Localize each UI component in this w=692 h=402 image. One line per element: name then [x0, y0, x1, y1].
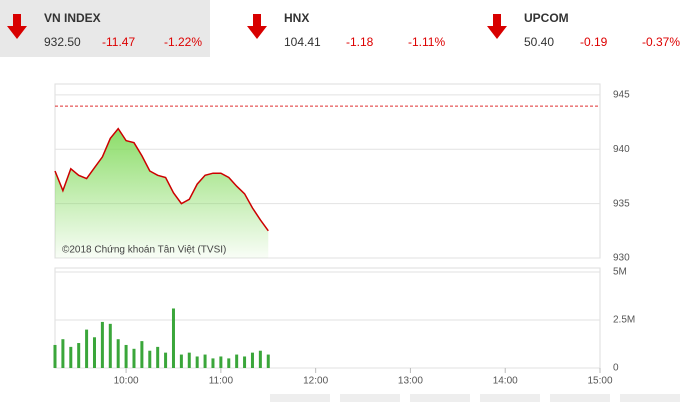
index-percent: -1.22% — [164, 35, 203, 49]
y-tick-label: 930 — [613, 253, 630, 264]
volume-bar — [219, 356, 223, 368]
chart: 930 935 940 945 ©2018 Chứng khoán Tân Việt (… — [53, 83, 680, 402]
y-tick-label: 0 — [613, 363, 619, 374]
index-change: -0.19 — [580, 35, 608, 49]
y-tick-label: 5M — [613, 267, 627, 278]
volume-bar — [92, 337, 96, 368]
volume-bar — [258, 350, 262, 368]
volume-bar — [140, 341, 144, 368]
y-tick-label: 2.5M — [613, 315, 635, 326]
index-value: 50.40 — [524, 35, 555, 49]
down-arrow — [7, 14, 27, 39]
area — [55, 128, 269, 258]
x-tick-label: 15:00 — [587, 376, 612, 387]
index-name: UPCOM — [524, 11, 569, 25]
tab — [410, 394, 470, 402]
volume-bar — [203, 354, 207, 368]
volume-bar — [171, 308, 175, 368]
tab — [480, 394, 540, 402]
tab — [550, 394, 610, 402]
index-value: 104.41 — [284, 35, 321, 49]
volume-bar — [243, 356, 247, 368]
volume-bar — [250, 352, 254, 368]
volume-bar — [179, 354, 183, 368]
annotation: ©2018 Chứng khoán Tân Việt (TVSI) — [62, 245, 226, 256]
y-tick-label: 940 — [613, 144, 630, 155]
x-tick-label: 11:00 — [209, 376, 234, 387]
volume-bar — [116, 339, 120, 368]
volume-bar — [195, 356, 199, 368]
index-name: VN INDEX — [44, 11, 101, 25]
volume-bar — [187, 352, 191, 368]
x-tick-label: 13:00 — [398, 376, 423, 387]
down-arrow — [247, 14, 267, 39]
index-panel[interactable]: VN INDEX 932.50 -11.47 -1.22% — [0, 0, 210, 57]
volume-bar — [77, 343, 81, 368]
volume-bar — [124, 344, 128, 368]
volume-bar — [211, 358, 215, 368]
volume-bar — [53, 344, 57, 368]
index-name: HNX — [284, 11, 310, 25]
volume-bar — [227, 358, 231, 368]
index-change: -11.47 — [102, 35, 136, 49]
volume-frame — [54, 267, 601, 369]
volume-bar — [85, 329, 89, 368]
x-tick-label: 12:00 — [303, 376, 328, 387]
index-panel[interactable]: UPCOM 50.40 -0.19 -0.37% — [480, 0, 692, 57]
index-percent: -0.37% — [642, 35, 681, 49]
volume-bar — [69, 346, 73, 368]
volume-bar — [266, 354, 270, 368]
volume-bar — [100, 321, 104, 368]
index-value: 932.50 — [44, 35, 81, 49]
price-line — [54, 127, 269, 232]
x-tick-label: 14:00 — [493, 376, 518, 387]
tab — [270, 394, 330, 402]
index-change: -1.18 — [346, 35, 374, 49]
y-tick-label: 935 — [613, 198, 630, 209]
tab — [340, 394, 400, 402]
volume-bar — [61, 339, 65, 368]
index-percent: -1.11% — [408, 35, 446, 49]
index-panel[interactable]: HNX 104.41 -1.18 -1.11% — [240, 0, 470, 57]
volume-bar — [132, 348, 136, 368]
down-arrow — [487, 14, 507, 39]
volume-bar — [235, 354, 239, 368]
volume-bar — [164, 352, 168, 368]
tab — [620, 394, 680, 402]
volume-bar — [156, 346, 160, 368]
x-tick-label: 10:00 — [114, 376, 139, 387]
volume-bar — [148, 350, 152, 368]
volume-bar — [108, 323, 112, 368]
y-tick-label: 945 — [613, 90, 630, 101]
